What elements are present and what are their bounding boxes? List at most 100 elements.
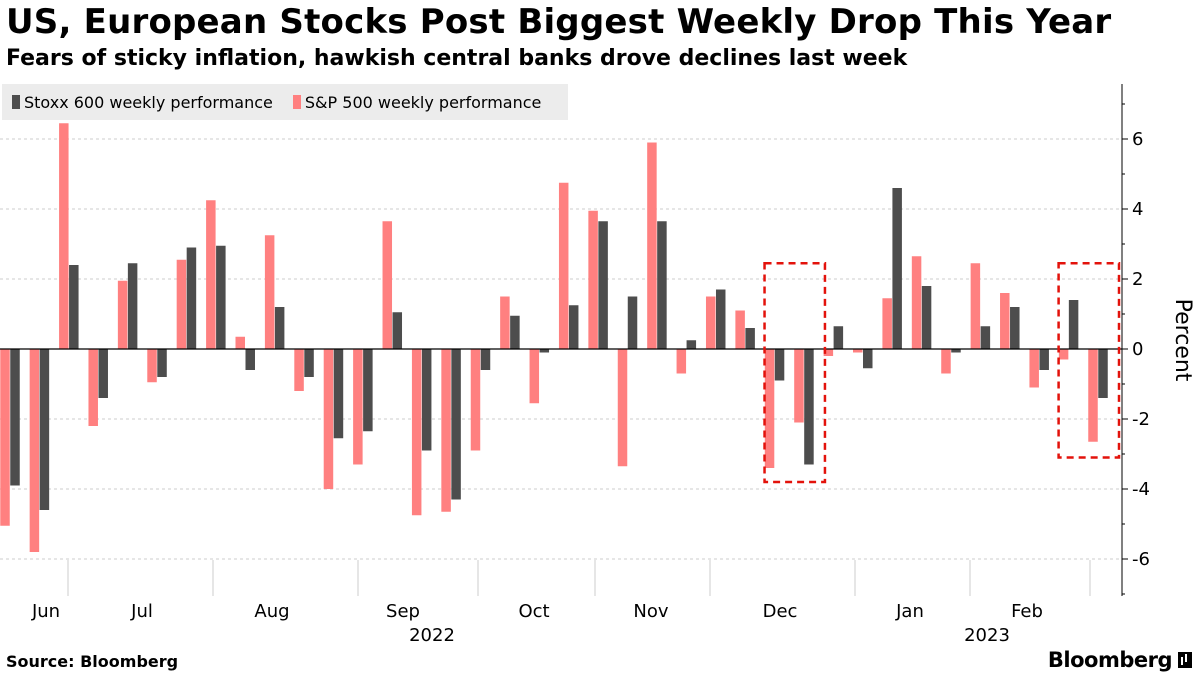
bar-sp500: [529, 349, 540, 404]
bar-stoxx: [333, 349, 344, 439]
bar-sp500: [617, 349, 628, 467]
bar-sp500: [353, 349, 363, 465]
bar-stoxx: [863, 349, 873, 369]
bar-stoxx: [127, 263, 138, 349]
bar-sp500: [735, 310, 745, 349]
y-tick-label: 0: [1132, 339, 1143, 360]
bar-stoxx: [274, 307, 285, 349]
bar-stoxx: [951, 349, 961, 353]
bloomberg-terminal-icon: [1178, 652, 1192, 668]
bar-sp500: [176, 259, 187, 349]
bar-sp500: [235, 336, 245, 349]
bar-sp500: [29, 349, 40, 552]
bar-sp500: [764, 349, 775, 468]
bar-sp500: [470, 349, 481, 451]
bar-sp500: [676, 349, 687, 374]
bar-sp500: [705, 296, 716, 349]
bar-sp500: [647, 142, 657, 349]
bar-stoxx: [480, 349, 491, 370]
bar-stoxx: [1098, 349, 1108, 398]
bar-stoxx: [892, 188, 902, 349]
x-month-label: Feb: [1011, 601, 1043, 622]
bar-stoxx: [627, 296, 638, 349]
bar-sp500: [411, 349, 422, 516]
bar-stoxx: [245, 349, 255, 370]
bar-stoxx: [216, 245, 226, 349]
bar-sp500: [382, 221, 393, 349]
x-month-label: Aug: [254, 601, 289, 622]
bar-stoxx: [833, 326, 844, 349]
highlight-box: [763, 262, 827, 484]
source-note: Source: Bloomberg: [6, 652, 179, 671]
bar-stoxx: [804, 349, 814, 465]
legend-swatch-stoxx: [12, 95, 20, 109]
bar-sp500: [500, 296, 510, 349]
legend-label-stoxx: Stoxx 600 weekly performance: [24, 92, 273, 112]
bar-stoxx: [980, 326, 991, 349]
bar-sp500: [1029, 349, 1039, 388]
bar-sp500: [558, 182, 569, 349]
y-axis-label: Percent: [1170, 299, 1195, 382]
chart-subtitle: Fears of sticky inflation, hawkish centr…: [6, 46, 908, 71]
bar-sp500: [117, 280, 128, 349]
x-year-label: 2023: [964, 625, 1010, 646]
bar-stoxx: [1039, 349, 1049, 370]
chart-title: US, European Stocks Post Biggest Weekly …: [6, 2, 1112, 42]
bar-stoxx: [745, 328, 755, 349]
bar-sp500: [853, 349, 863, 353]
bar-stoxx: [39, 349, 50, 510]
bar-stoxx: [10, 349, 20, 486]
y-tick-label: -6: [1132, 549, 1150, 570]
bar-stoxx: [598, 221, 608, 349]
bar-sp500: [59, 123, 69, 349]
bar-sp500: [323, 349, 334, 489]
x-year-label: 2022: [409, 625, 455, 646]
bar-sp500: [911, 256, 922, 349]
bar-stoxx: [186, 247, 197, 349]
bar-stoxx: [1068, 300, 1079, 349]
bar-sp500: [264, 235, 275, 349]
bar-stoxx: [715, 289, 726, 349]
brand-label: Bloomberg: [1047, 648, 1173, 672]
y-tick-label: -4: [1132, 479, 1150, 500]
bar-stoxx: [98, 349, 108, 398]
bar-sp500: [794, 349, 804, 423]
bar-stoxx: [774, 349, 785, 381]
x-month-label: Dec: [763, 601, 798, 622]
x-month-label: Sep: [386, 601, 420, 622]
bar-sp500: [206, 200, 216, 349]
bar-sp500: [147, 349, 157, 383]
y-tick-label: 4: [1132, 199, 1143, 220]
x-month-label: Jun: [31, 601, 60, 622]
bar-sp500: [823, 349, 834, 356]
bar-sp500: [1000, 293, 1010, 349]
y-tick-label: 2: [1132, 269, 1143, 290]
bar-stoxx: [921, 286, 932, 349]
x-month-label: Jan: [895, 601, 924, 622]
bloomberg-logo: Bloomberg: [1048, 648, 1192, 672]
bar-stoxx: [510, 315, 520, 349]
legend-item-sp500: S&P 500 weekly performance: [292, 93, 541, 112]
bar-stoxx: [451, 349, 461, 500]
y-tick-label: -2: [1132, 409, 1150, 430]
x-month-label: Jul: [130, 601, 153, 622]
bar-stoxx: [568, 305, 579, 349]
bar-sp500: [441, 349, 451, 512]
bar-stoxx: [304, 349, 314, 377]
highlight-box: [1057, 262, 1121, 459]
bar-sp500: [88, 349, 98, 426]
bar-sp500: [941, 349, 951, 374]
bar-sp500: [1058, 349, 1069, 360]
bar-sp500: [970, 263, 981, 349]
bar-stoxx: [392, 312, 403, 349]
bar-sp500: [294, 349, 304, 391]
bar-sp500: [0, 349, 10, 526]
bar-stoxx: [1010, 307, 1020, 349]
chart-legend: Stoxx 600 weekly performance S&P 500 wee…: [2, 84, 568, 120]
bar-stoxx: [157, 349, 167, 377]
bar-stoxx: [686, 340, 697, 349]
bar-sp500: [1088, 349, 1098, 442]
legend-swatch-sp500: [292, 95, 301, 109]
bar-stoxx: [657, 221, 667, 349]
